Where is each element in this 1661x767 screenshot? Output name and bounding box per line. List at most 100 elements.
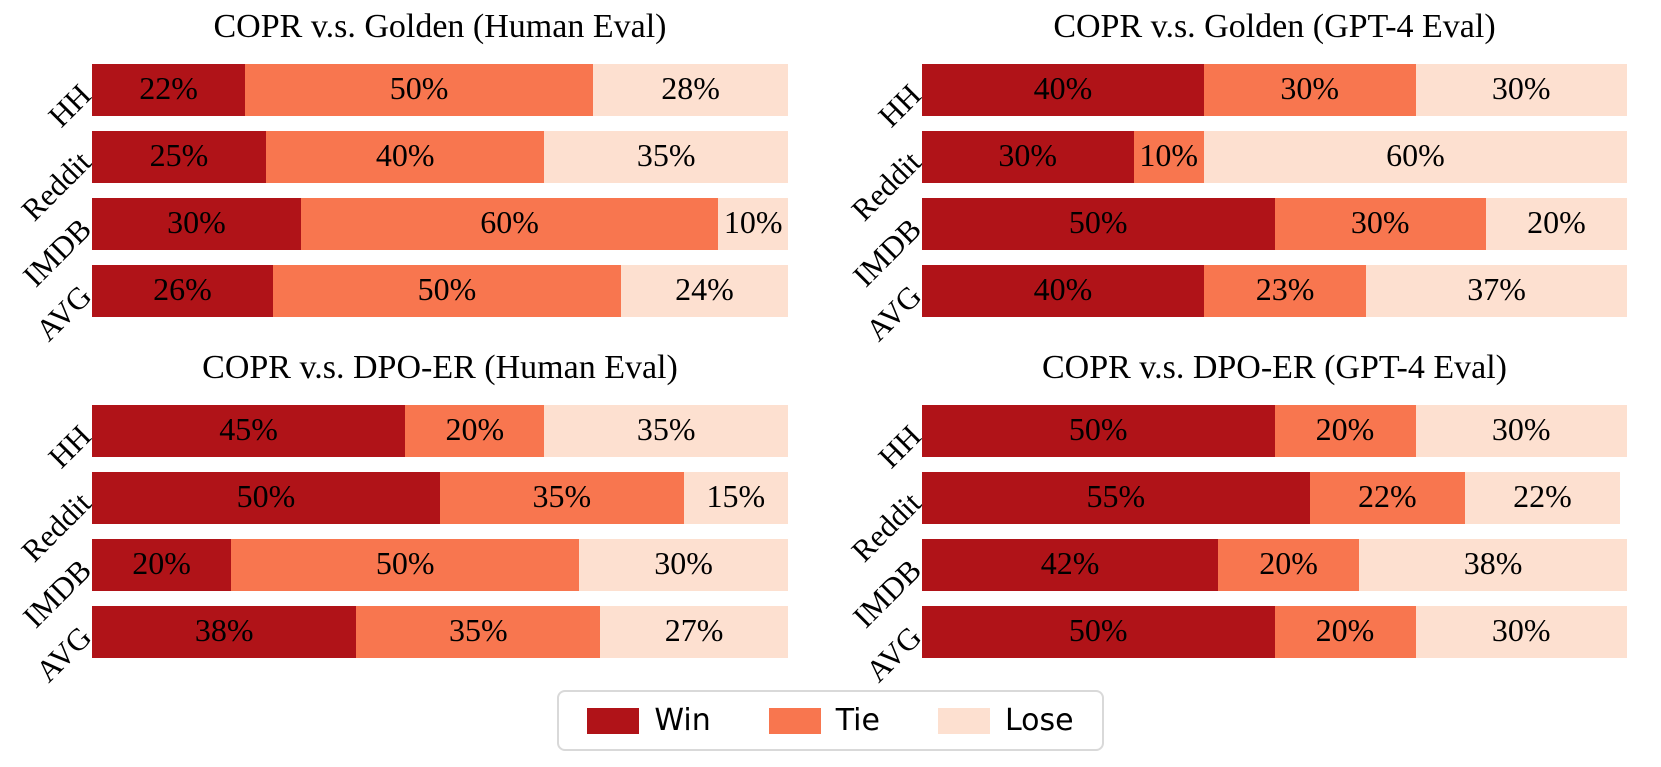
bar-segment-tie: 35% [440, 472, 684, 524]
bar-value-label: 20% [445, 411, 505, 448]
win-swatch-icon [587, 707, 640, 734]
bar-segment-tie: 50% [272, 265, 621, 317]
bar-segment-lose: 37% [1366, 265, 1627, 317]
bar-segment-tie: 50% [231, 539, 580, 591]
panel-title: COPR v.s. Golden (Human Eval) [213, 8, 667, 45]
legend-item-tie: Tie [768, 703, 880, 738]
bar-segment-win: 30% [922, 131, 1134, 183]
bar-value-label: 30% [1491, 411, 1551, 448]
bar-value-label: 22% [139, 70, 198, 107]
bar-rows: HH 22% 50% 28% Reddit 25% 40% 35% IMDB 30% 60% 10% A… [0, 64, 788, 348]
bar-segment-tie: 30% [1204, 64, 1416, 116]
y-axis-label-cell: Reddit [0, 131, 98, 227]
stacked-bar: 22% 50% 28% [92, 64, 788, 116]
bar-value-label: 35% [532, 478, 592, 515]
y-axis-label-cell: HH [830, 405, 928, 474]
bar-row-avg: AVG 38% 35% 27% [0, 606, 788, 689]
bar-segment-tie: 10% [1133, 131, 1204, 183]
bar-segment-win: 50% [922, 405, 1275, 457]
bar-segment-lose: 15% [683, 472, 788, 524]
stacked-bar: 38% 35% 27% [92, 606, 788, 658]
legend-item-win: Win [587, 703, 711, 738]
legend-item-lose: Lose [937, 703, 1074, 738]
bar-segment-tie: 23% [1204, 265, 1367, 317]
stacked-bar: 25% 40% 35% [92, 131, 788, 183]
y-axis-label: HH [41, 77, 99, 134]
bar-segment-lose: 30% [1415, 606, 1627, 658]
bar-value-label: 30% [998, 137, 1058, 174]
chart-grid: COPR v.s. Golden (Human Eval) HH 22% 50% 28… [0, 6, 1661, 689]
stacked-bar: 40% 23% 37% [922, 265, 1627, 317]
panel-title: COPR v.s. Golden (GPT-4 Eval) [1053, 8, 1496, 45]
bar-segment-lose: 30% [1415, 405, 1627, 457]
y-axis-label: HH [871, 418, 929, 475]
stacked-bar: 55% 22% 22% [922, 472, 1627, 524]
bar-value-label: 24% [675, 271, 734, 308]
bar-row-avg: AVG 40% 23% 37% [830, 265, 1627, 348]
bar-value-label: 20% [1315, 411, 1375, 448]
bar-segment-win: 45% [92, 405, 406, 457]
bar-segment-win: 50% [922, 606, 1275, 658]
bar-segment-win: 50% [92, 472, 440, 524]
bar-segment-win: 22% [92, 64, 246, 116]
bar-segment-lose: 22% [1464, 472, 1620, 524]
bar-value-label: 22% [1357, 478, 1417, 515]
stacked-bar: 50% 20% 30% [922, 405, 1627, 457]
y-axis-label: AVG [28, 619, 99, 689]
bar-value-label: 60% [480, 204, 539, 241]
bar-segment-tie: 40% [266, 131, 545, 183]
bar-value-label: 30% [654, 545, 713, 582]
y-axis-label: HH [871, 77, 929, 134]
tie-swatch-icon [768, 707, 821, 734]
bar-row-hh: HH 45% 20% 35% [0, 405, 788, 475]
y-axis-label-cell: AVG [0, 606, 98, 688]
bar-value-label: 38% [1463, 545, 1523, 582]
bar-value-label: 25% [149, 137, 209, 174]
bar-rows: HH 50% 20% 30% Reddit 55% 22% 22% IMDB 42% 20% 38% A… [830, 405, 1627, 689]
bar-row-avg: AVG 26% 50% 24% [0, 265, 788, 348]
bar-segment-lose: 30% [1415, 64, 1627, 116]
y-axis-label-cell: IMDB [0, 539, 98, 634]
bar-row-reddit: Reddit 55% 22% 22% [830, 472, 1627, 568]
bar-row-imdb: IMDB 50% 30% 20% [830, 198, 1627, 293]
bar-segment-win: 50% [922, 198, 1275, 250]
bar-value-label: 38% [194, 612, 254, 649]
chart-panel-copr-vs-dpo-er-gpt4-eval: COPR v.s. DPO-ER (GPT-4 Eval) HH 50% 20% 30… [830, 347, 1661, 689]
y-axis-label-cell: IMDB [830, 539, 928, 634]
bar-segment-win: 55% [922, 472, 1310, 524]
panel-title: COPR v.s. DPO-ER (GPT-4 Eval) [1041, 349, 1507, 386]
y-axis-label-cell: HH [830, 64, 928, 133]
lose-swatch-icon [937, 707, 990, 734]
bar-value-label: 15% [706, 478, 766, 515]
bar-segment-tie: 20% [1274, 606, 1416, 658]
y-axis-label: HH [41, 418, 99, 475]
bar-row-imdb: IMDB 42% 20% 38% [830, 539, 1627, 634]
bar-row-reddit: Reddit 25% 40% 35% [0, 131, 788, 227]
bar-value-label: 50% [389, 70, 449, 107]
chart-panel-copr-vs-golden-human-eval: COPR v.s. Golden (Human Eval) HH 22% 50% 28… [0, 6, 830, 348]
y-axis-label: AVG [858, 278, 929, 348]
stacked-bar: 30% 10% 60% [922, 131, 1627, 183]
bar-row-hh: HH 50% 20% 30% [830, 405, 1627, 475]
y-axis-label-cell: Reddit [0, 472, 98, 568]
bar-value-label: 42% [1040, 545, 1100, 582]
y-axis-label: AVG [858, 619, 929, 689]
bar-segment-win: 20% [92, 539, 232, 591]
bar-value-label: 10% [1139, 137, 1199, 174]
bar-segment-lose: 35% [544, 405, 788, 457]
stacked-bar: 45% 20% 35% [92, 405, 788, 457]
bar-value-label: 35% [636, 137, 696, 174]
y-axis-label-cell: Reddit [830, 131, 928, 227]
panel-title: COPR v.s. DPO-ER (Human Eval) [202, 349, 678, 386]
chart-panel-copr-vs-golden-gpt4-eval: COPR v.s. Golden (GPT-4 Eval) HH 40% 30% 30… [830, 6, 1661, 348]
bar-value-label: 55% [1086, 478, 1146, 515]
bar-segment-win: 30% [92, 198, 301, 250]
y-axis-label-cell: HH [0, 405, 98, 474]
bar-value-label: 20% [1315, 612, 1375, 649]
bar-value-label: 30% [167, 204, 226, 241]
bar-segment-lose: 24% [620, 265, 788, 317]
bar-value-label: 50% [1068, 612, 1128, 649]
legend-label-lose: Lose [1004, 703, 1074, 738]
bar-rows: HH 45% 20% 35% Reddit 50% 35% 15% IMDB 20% 50% 30% A… [0, 405, 788, 689]
